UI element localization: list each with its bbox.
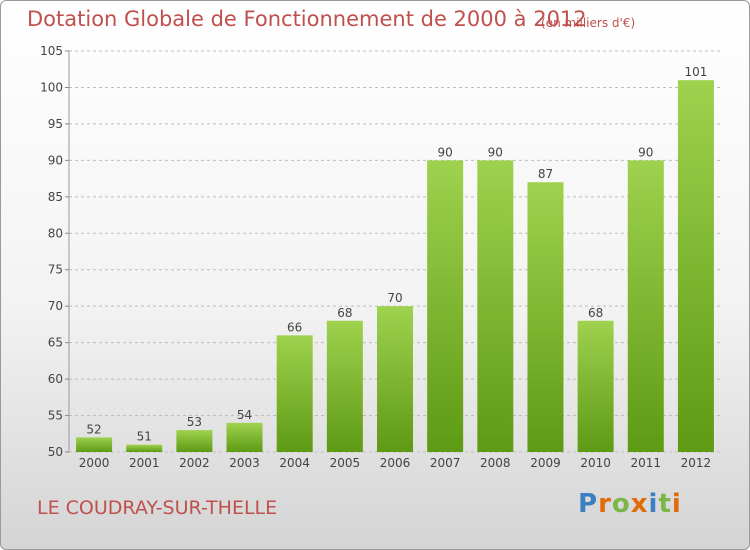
x-tick-label-2000: 2000: [79, 456, 110, 470]
x-tick-label-2008: 2008: [480, 456, 511, 470]
bar-2003: [226, 422, 263, 452]
commune-name: LE COUDRAY-SUR-THELLE: [37, 497, 278, 519]
bar-2000: [76, 437, 113, 452]
bar-2008: [477, 160, 514, 452]
y-tick-label: 50: [48, 445, 63, 459]
bar-2001: [126, 444, 163, 452]
x-tick-label-2011: 2011: [630, 456, 661, 470]
data-label-2005: 68: [337, 306, 352, 320]
logo-letter: r: [598, 489, 612, 519]
data-label-2003: 54: [237, 408, 252, 422]
y-tick-label: 90: [48, 153, 63, 167]
x-tick-label-2005: 2005: [330, 456, 361, 470]
chart-title: Dotation Globale de Fonctionnement de 20…: [27, 7, 587, 31]
data-label-2002: 53: [187, 415, 202, 429]
logo-letter: i: [671, 489, 682, 519]
y-tick-label: 65: [48, 336, 63, 350]
data-label-2004: 66: [287, 320, 302, 334]
y-tick-label: 80: [48, 226, 63, 240]
x-tick-label-2012: 2012: [681, 456, 712, 470]
x-tick-label-2010: 2010: [580, 456, 611, 470]
logo-letter: t: [658, 489, 672, 519]
bar-2011: [627, 160, 664, 452]
data-label-2010: 68: [588, 306, 603, 320]
proxiti-logo: Proxiti: [578, 489, 682, 519]
y-tick-label: 60: [48, 372, 63, 386]
logo-letter: i: [648, 489, 659, 519]
x-tick-label-2002: 2002: [179, 456, 210, 470]
data-label-2007: 90: [438, 145, 453, 159]
y-tick-label: 70: [48, 299, 63, 313]
x-tick-label-2003: 2003: [229, 456, 260, 470]
bar-2004: [276, 335, 313, 452]
x-tick-label-2009: 2009: [530, 456, 561, 470]
y-tick-label: 105: [40, 44, 63, 58]
data-label-2000: 52: [86, 422, 101, 436]
data-label-2008: 90: [488, 145, 503, 159]
data-label-2011: 90: [638, 145, 653, 159]
bars: 52 51 53 54 66 68 70 90 90 87 68 90 101: [76, 65, 714, 452]
chart-subtitle: (en milliers d'€): [541, 16, 636, 30]
data-label-2001: 51: [137, 430, 152, 444]
bar-2005: [326, 320, 363, 452]
y-tick-label: 95: [48, 117, 63, 131]
bar-2002: [176, 430, 213, 452]
y-tick-label: 85: [48, 190, 63, 204]
logo-letter: x: [630, 489, 649, 519]
bar-2009: [527, 182, 564, 452]
data-label-2009: 87: [538, 167, 553, 181]
logo-letter: P: [578, 489, 599, 519]
x-tick-label-2007: 2007: [430, 456, 461, 470]
y-axis-ticks: 50 55 60 65 70 75 80 85 90 95 100 105: [40, 44, 70, 459]
data-label-2006: 70: [387, 291, 402, 305]
x-tick-label-2004: 2004: [279, 456, 310, 470]
x-axis-ticks: 2000 2001 2002 2003 2004 2005 2006 2007 2008 2009…: [79, 456, 711, 470]
bar-2007: [427, 160, 464, 452]
y-tick-label: 55: [48, 409, 63, 423]
y-tick-label: 75: [48, 263, 63, 277]
data-label-2012: 101: [684, 65, 707, 79]
x-tick-label-2001: 2001: [129, 456, 160, 470]
x-tick-label-2006: 2006: [380, 456, 411, 470]
bar-2012: [677, 80, 714, 452]
bar-2010: [577, 320, 614, 452]
bar-2006: [377, 306, 413, 452]
logo-letter: o: [611, 489, 631, 519]
y-tick-label: 100: [40, 80, 63, 94]
